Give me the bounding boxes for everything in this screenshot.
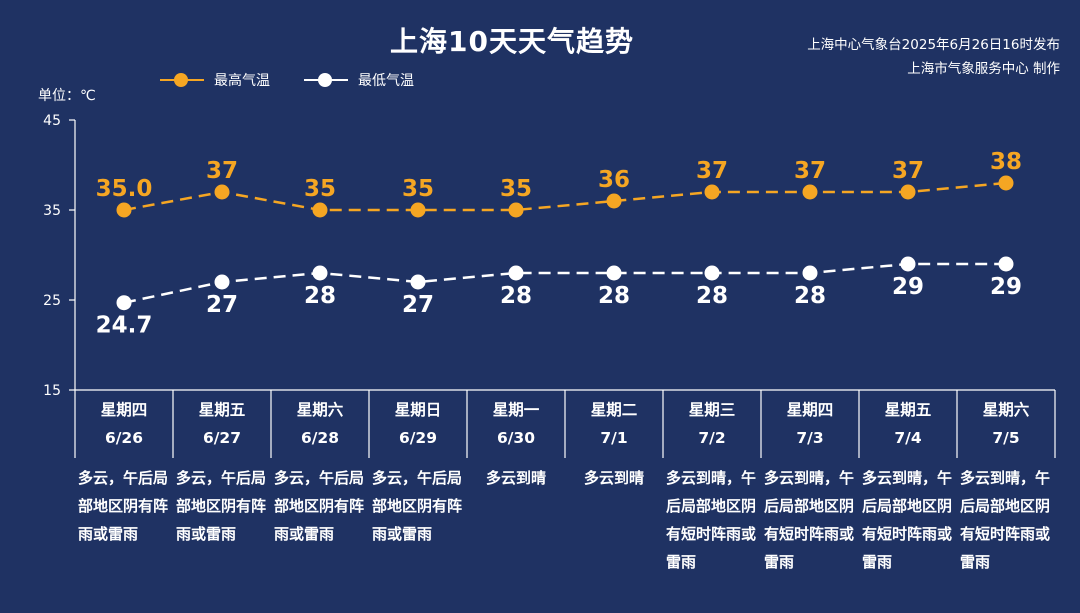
- high-temp-label: 37: [794, 158, 826, 184]
- high-temp-label: 35.0: [96, 176, 153, 202]
- high-temp-label: 37: [892, 158, 924, 184]
- low-temp-point: [214, 274, 230, 290]
- low-temp-label: 28: [500, 283, 532, 309]
- day-header: 星期日 6/29: [370, 396, 467, 452]
- legend: 最高气温 最低气温: [160, 70, 448, 90]
- high-temp-point: [606, 193, 622, 209]
- low-temp-label: 28: [794, 283, 826, 309]
- high-temp-label: 35: [500, 176, 532, 202]
- low-temp-point: [802, 265, 818, 281]
- day-header: 星期四 6/26: [76, 396, 173, 452]
- date-label: 6/28: [300, 429, 340, 447]
- weekday-label: 星期一: [492, 401, 540, 419]
- legend-item-high: 最高气温: [160, 70, 270, 90]
- high-temp-point: [900, 184, 916, 200]
- weather-description: 多云到晴: [485, 469, 546, 487]
- day-header: 星期六 7/5: [958, 396, 1055, 452]
- date-label: 6/27: [202, 429, 242, 447]
- y-tick-label: 45: [43, 113, 61, 129]
- weekday-label: 星期六: [982, 401, 1030, 419]
- low-temp-label: 24.7: [96, 313, 153, 339]
- day-header: 星期六 6/28: [272, 396, 369, 452]
- weekday-label: 星期五: [884, 401, 932, 419]
- chart-title: 上海10天天气趋势: [390, 25, 634, 58]
- high-temp-label: 35: [304, 176, 336, 202]
- low-temp-point: [312, 265, 328, 281]
- weather-description: 多云到晴，午后局部地区阴有短时阵雨或雷雨: [666, 469, 757, 571]
- weekday-label: 星期四: [100, 401, 148, 419]
- low-temp-label: 29: [892, 274, 924, 300]
- weather-description: 多云到晴: [583, 469, 644, 487]
- low-temp-label: 28: [304, 283, 336, 309]
- high-temp-point: [704, 184, 720, 200]
- weekday-label: 星期日: [394, 401, 442, 419]
- day-header: 星期一 6/30: [468, 396, 565, 452]
- weather-description: 多云，午后局部地区阴有阵雨或雷雨: [78, 469, 169, 543]
- weekday-label: 星期五: [198, 401, 246, 419]
- legend-low-label: 最低气温: [358, 73, 414, 89]
- high-temp-label: 38: [990, 149, 1022, 175]
- day-header: 星期三 7/2: [664, 396, 761, 452]
- y-tick-label: 15: [43, 383, 61, 399]
- weekday-label: 星期四: [786, 401, 834, 419]
- weekday-label: 星期六: [296, 401, 344, 419]
- day-header: 星期二 7/1: [566, 396, 663, 452]
- date-label: 7/4: [894, 429, 922, 447]
- low-temp-label: 27: [206, 292, 238, 318]
- day-header: 星期四 7/3: [762, 396, 859, 452]
- date-label: 6/30: [496, 429, 536, 447]
- weather-description: 多云到晴，午后局部地区阴有短时阵雨或雷雨: [862, 469, 953, 571]
- high-temp-label: 37: [696, 158, 728, 184]
- weather-description: 多云到晴，午后局部地区阴有短时阵雨或雷雨: [960, 469, 1051, 571]
- low-temp-point: [704, 265, 720, 281]
- low-temp-point: [900, 256, 916, 272]
- weather-description: 多云，午后局部地区阴有阵雨或雷雨: [372, 469, 463, 543]
- day-header: 星期五 6/27: [174, 396, 271, 452]
- y-tick-label: 25: [43, 293, 61, 309]
- high-temp-label: 35: [402, 176, 434, 202]
- day-header: 星期五 7/4: [860, 396, 957, 452]
- date-label: 6/29: [398, 429, 438, 447]
- high-temp-label: 36: [598, 167, 630, 193]
- legend-high-swatch-icon: [160, 72, 204, 88]
- high-temp-point: [508, 202, 524, 218]
- low-temp-label: 28: [696, 283, 728, 309]
- low-temp-label: 29: [990, 274, 1022, 300]
- weekday-label: 星期三: [688, 401, 736, 419]
- low-temp-label: 28: [598, 283, 630, 309]
- issuer-line-1: 上海中心气象台2025年6月26日16时发布: [807, 37, 1060, 53]
- date-label: 7/5: [992, 429, 1020, 447]
- y-tick-label: 35: [43, 203, 61, 219]
- low-temp-point: [606, 265, 622, 281]
- legend-item-low: 最低气温: [304, 70, 414, 90]
- high-temp-point: [312, 202, 328, 218]
- high-temp-point: [116, 202, 132, 218]
- date-label: 7/3: [796, 429, 824, 447]
- legend-high-label: 最高气温: [214, 73, 270, 89]
- issuer-info: 上海中心气象台2025年6月26日16时发布 上海市气象服务中心 制作: [807, 33, 1060, 81]
- low-temp-point: [508, 265, 524, 281]
- weather-description: 多云，午后局部地区阴有阵雨或雷雨: [274, 469, 365, 543]
- legend-low-swatch-icon: [304, 72, 348, 88]
- weekday-label: 星期二: [590, 401, 638, 419]
- low-temp-point: [998, 256, 1014, 272]
- unit-label: 单位：℃: [38, 88, 96, 104]
- weather-description: 多云到晴，午后局部地区阴有短时阵雨或雷雨: [764, 469, 855, 571]
- issuer-line-2: 上海市气象服务中心 制作: [907, 61, 1060, 77]
- high-temp-point: [802, 184, 818, 200]
- high-temp-line: [123, 181, 1007, 212]
- high-temp-point: [998, 175, 1014, 191]
- low-temp-label: 27: [402, 292, 434, 318]
- date-label: 7/2: [698, 429, 726, 447]
- high-temp-label: 37: [206, 158, 238, 184]
- low-temp-point: [116, 295, 132, 311]
- date-label: 6/26: [104, 429, 144, 447]
- high-temp-point: [214, 184, 230, 200]
- weather-description: 多云，午后局部地区阴有阵雨或雷雨: [176, 469, 267, 543]
- high-temp-point: [410, 202, 426, 218]
- date-label: 7/1: [600, 429, 628, 447]
- low-temp-line: [123, 262, 1006, 304]
- low-temp-point: [410, 274, 426, 290]
